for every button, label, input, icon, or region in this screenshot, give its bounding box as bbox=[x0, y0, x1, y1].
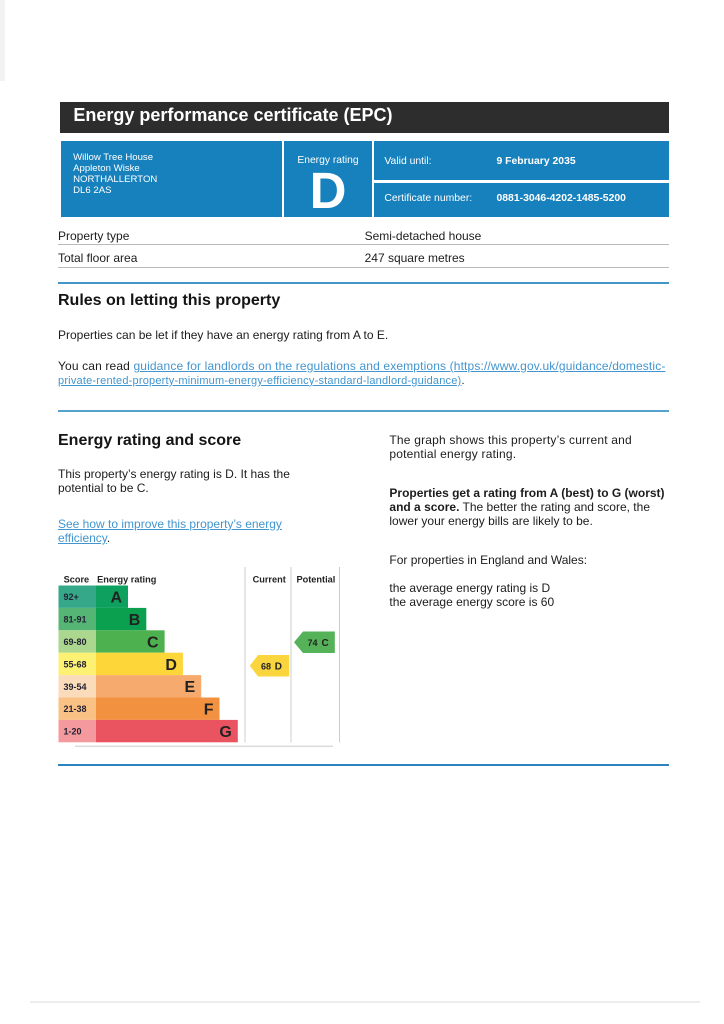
svg-text:74: 74 bbox=[308, 638, 318, 648]
svg-text:Score: Score bbox=[64, 575, 90, 585]
svg-text:21-38: 21-38 bbox=[64, 704, 87, 714]
svg-text:68: 68 bbox=[261, 661, 271, 671]
svg-text:55-68: 55-68 bbox=[64, 659, 87, 669]
svg-text:E: E bbox=[185, 679, 196, 696]
svg-text:Energy rating: Energy rating bbox=[97, 575, 156, 585]
svg-text:1-20: 1-20 bbox=[64, 727, 82, 737]
svg-text:Potential: Potential bbox=[297, 575, 336, 585]
svg-text:39-54: 39-54 bbox=[64, 682, 87, 692]
svg-text:D: D bbox=[275, 662, 282, 673]
svg-text:Current: Current bbox=[253, 575, 286, 585]
svg-text:G: G bbox=[219, 724, 231, 741]
svg-text:A: A bbox=[110, 590, 122, 607]
svg-text:F: F bbox=[204, 702, 214, 719]
svg-text:69-80: 69-80 bbox=[64, 637, 87, 647]
svg-text:81-91: 81-91 bbox=[64, 615, 87, 625]
svg-text:C: C bbox=[322, 638, 329, 649]
svg-text:92+: 92+ bbox=[64, 592, 79, 602]
svg-text:B: B bbox=[129, 612, 141, 629]
svg-text:D: D bbox=[165, 657, 177, 674]
svg-text:C: C bbox=[147, 634, 159, 651]
